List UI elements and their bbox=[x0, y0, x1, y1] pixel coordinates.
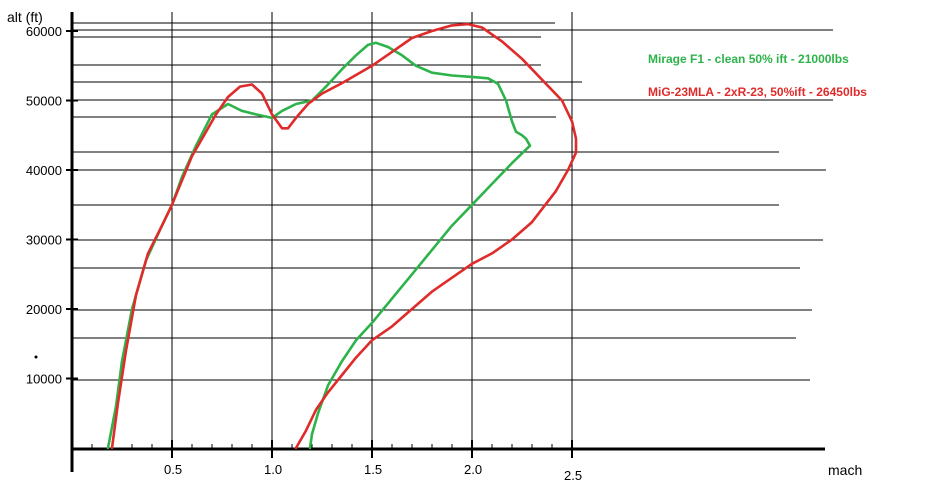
axis-labels: alt (ft) mach Mirage F1 - clean 50% ift … bbox=[7, 9, 867, 478]
legend-mig-23mla: MiG-23MLA - 2xR-23, 50%ift - 26450lbs bbox=[648, 85, 867, 99]
stray-dot bbox=[34, 355, 38, 359]
x-tick-label: 2.0 bbox=[464, 462, 482, 477]
y-tick-label: 50000 bbox=[26, 94, 62, 109]
y-tick-label: 60000 bbox=[26, 24, 62, 39]
x-tick-label: 2.5 bbox=[564, 468, 582, 483]
x-tick-label: 1.0 bbox=[264, 462, 282, 477]
y-tick-label: 20000 bbox=[26, 302, 62, 317]
y-tick-label: 10000 bbox=[26, 372, 62, 387]
x-axis-title: mach bbox=[828, 462, 862, 478]
gridlines bbox=[72, 12, 833, 450]
y-axis-title: alt (ft) bbox=[7, 9, 43, 25]
y-tick-label: 30000 bbox=[26, 233, 62, 248]
x-tick-label: 0.5 bbox=[164, 462, 182, 477]
legend-mirage-f1: Mirage F1 - clean 50% ift - 21000lbs bbox=[648, 52, 849, 66]
series-lines bbox=[106, 22, 578, 450]
y-tick-label: 40000 bbox=[26, 163, 62, 178]
series-line-mig-23mla bbox=[110, 22, 578, 450]
axes: 0.5 1.0 1.5 2.0 2.5 10000 20000 30000 40000 50000… bbox=[26, 12, 825, 483]
series-line-mirage-f1 bbox=[106, 41, 532, 450]
x-tick-label: 1.5 bbox=[364, 462, 382, 477]
